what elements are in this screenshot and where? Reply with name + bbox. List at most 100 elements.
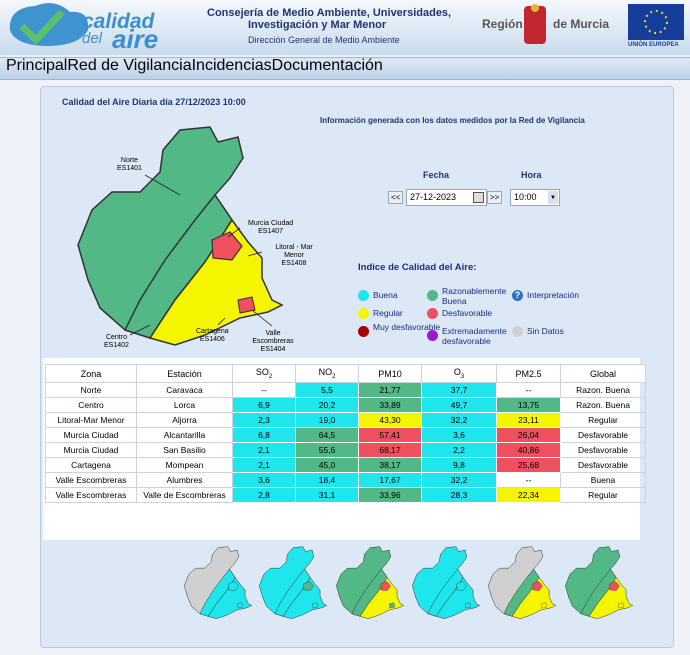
table-cell: Aljorra xyxy=(136,412,233,428)
table-cell: -- xyxy=(232,382,296,398)
table-cell: 43,30 xyxy=(358,412,422,428)
nav-link[interactable]: Documentación xyxy=(271,57,383,74)
next-button[interactable]: >> xyxy=(487,191,503,204)
zone-code: ES1407 xyxy=(258,228,284,235)
table-cell: 5,5 xyxy=(295,382,359,398)
legend-label: Desfavorable xyxy=(442,308,493,318)
table-cell: Desfavorable xyxy=(560,442,646,458)
legend-title: Indice de Calidad del Aire: xyxy=(358,262,477,273)
table-cell: 2,2 xyxy=(421,442,497,458)
mini-map xyxy=(488,546,556,619)
hour-label: Hora xyxy=(521,170,542,180)
table-cell: Desfavorable xyxy=(560,457,646,473)
mini-map xyxy=(412,546,480,619)
column-header: NO2 xyxy=(295,364,359,383)
map-label: Cartagena ES1406 xyxy=(196,328,229,344)
table-cell: 23,11 xyxy=(496,412,561,428)
date-label: Fecha xyxy=(423,170,450,180)
page-title: Calidad del Aire Diaria día 27/12/2023 1… xyxy=(62,97,246,107)
column-header: Global xyxy=(560,364,646,383)
column-header: Estación xyxy=(136,364,233,383)
table-row: Valle Escombreras Valle de Escombreras 2,8… xyxy=(45,487,646,503)
table-cell: 6,8 xyxy=(232,427,296,443)
prev-button[interactable]: << xyxy=(388,191,404,204)
table-cell: Regular xyxy=(560,487,646,503)
table-cell: 3,6 xyxy=(421,427,497,443)
table-row: Valle Escombreras Alumbres 3,6 18,4 17,67 32,… xyxy=(45,472,646,488)
info-text: Información generada con los datos medid… xyxy=(320,116,585,125)
zone-code: ES1401 xyxy=(117,165,142,172)
header-text: Estación xyxy=(167,368,202,379)
map-label: Norte ES1401 xyxy=(117,157,142,173)
date-input[interactable]: 27-12-2023 xyxy=(406,189,487,206)
legend-swatch xyxy=(358,308,369,319)
main-map[interactable] xyxy=(77,126,283,346)
column-header: PM2.5 xyxy=(496,364,561,383)
table-cell: Alumbres xyxy=(136,472,233,488)
nav-link[interactable]: Red de Vigilancia xyxy=(67,57,192,74)
logo-text: calidad xyxy=(82,10,155,33)
legend-label: Sin Datos xyxy=(527,326,564,336)
table-cell: 55,6 xyxy=(295,442,359,458)
table-cell: 38,17 xyxy=(358,457,422,473)
table-cell: Mompean xyxy=(136,457,233,473)
table-cell: Desfavorable xyxy=(560,427,646,443)
logo xyxy=(9,3,89,47)
table-cell: 33,89 xyxy=(358,397,422,413)
logo-text: aire xyxy=(112,24,159,54)
table-cell: Murcia Ciudad xyxy=(45,442,137,458)
table-cell: Razon. Buena xyxy=(560,382,646,398)
mini-map xyxy=(259,546,327,619)
legend-swatch xyxy=(512,326,523,337)
table-cell: 31,1 xyxy=(295,487,359,503)
zone-name: Norte xyxy=(120,157,139,164)
dropdown-arrow[interactable]: ▼ xyxy=(548,191,558,204)
header-text: SO xyxy=(255,367,269,378)
zone-code: ES1404 xyxy=(260,346,286,353)
nav-bar xyxy=(0,57,690,80)
table-cell: Lorca xyxy=(136,397,233,413)
mini-map xyxy=(184,546,252,619)
table-cell: 13,75 xyxy=(496,397,561,413)
nav-link[interactable]: Principal xyxy=(6,57,68,74)
column-header: Zona xyxy=(45,364,137,383)
table-cell: 6,9 xyxy=(232,397,296,413)
table-cell: Murcia Ciudad xyxy=(45,427,137,443)
header-text: Zona xyxy=(80,368,102,379)
table-cell: 32,2 xyxy=(421,412,497,428)
legend-swatch xyxy=(427,330,438,341)
header-text: PM10 xyxy=(378,368,402,379)
table-cell: Litoral-Mar Menor xyxy=(45,412,137,428)
header-subscript: 3 xyxy=(460,373,465,380)
region-shield xyxy=(524,4,546,44)
table-row: Murcia Ciudad San Basilio 2,1 55,6 68,17 2,2 4… xyxy=(45,442,646,458)
table-cell: 64,5 xyxy=(295,427,359,443)
legend-label: Regular xyxy=(373,308,403,318)
table-cell: -- xyxy=(496,382,561,398)
table-row: Norte Caravaca -- 5,5 21,77 37,7 -- Razon. Buen… xyxy=(45,382,646,398)
table-cell: 68,17 xyxy=(358,442,422,458)
nav-link[interactable]: Incidencias xyxy=(191,57,272,74)
map-label: Valle Escombreras ES1404 xyxy=(245,330,301,354)
table-cell: Razon. Buena xyxy=(560,397,646,413)
header-subscript: 2 xyxy=(268,373,273,380)
column-header: PM10 xyxy=(358,364,422,383)
table-cell: 49,7 xyxy=(421,397,497,413)
table-cell: Valle Escombreras xyxy=(45,487,137,503)
table-cell: 57,41 xyxy=(358,427,422,443)
table-row: Murcia Ciudad Alcantarilla 6,8 64,5 57,41 3,6… xyxy=(45,427,646,443)
zone-code: ES1408 xyxy=(281,260,307,267)
table-cell: 3,6 xyxy=(232,472,296,488)
table-cell: San Basilio xyxy=(136,442,233,458)
table-cell: 2,1 xyxy=(232,442,296,458)
legend-swatch xyxy=(358,326,369,337)
table-cell: 2,1 xyxy=(232,457,296,473)
map-label: Litoral - Mar Menor ES1408 xyxy=(266,244,322,268)
legend-swatch xyxy=(427,308,438,319)
zone-code: ES1402 xyxy=(104,342,129,349)
zone-name: Cartagena xyxy=(196,328,229,335)
table-cell: 26,04 xyxy=(496,427,561,443)
calendar-icon[interactable] xyxy=(473,192,484,203)
hour-select[interactable]: 10:00 ▼ xyxy=(510,189,560,206)
